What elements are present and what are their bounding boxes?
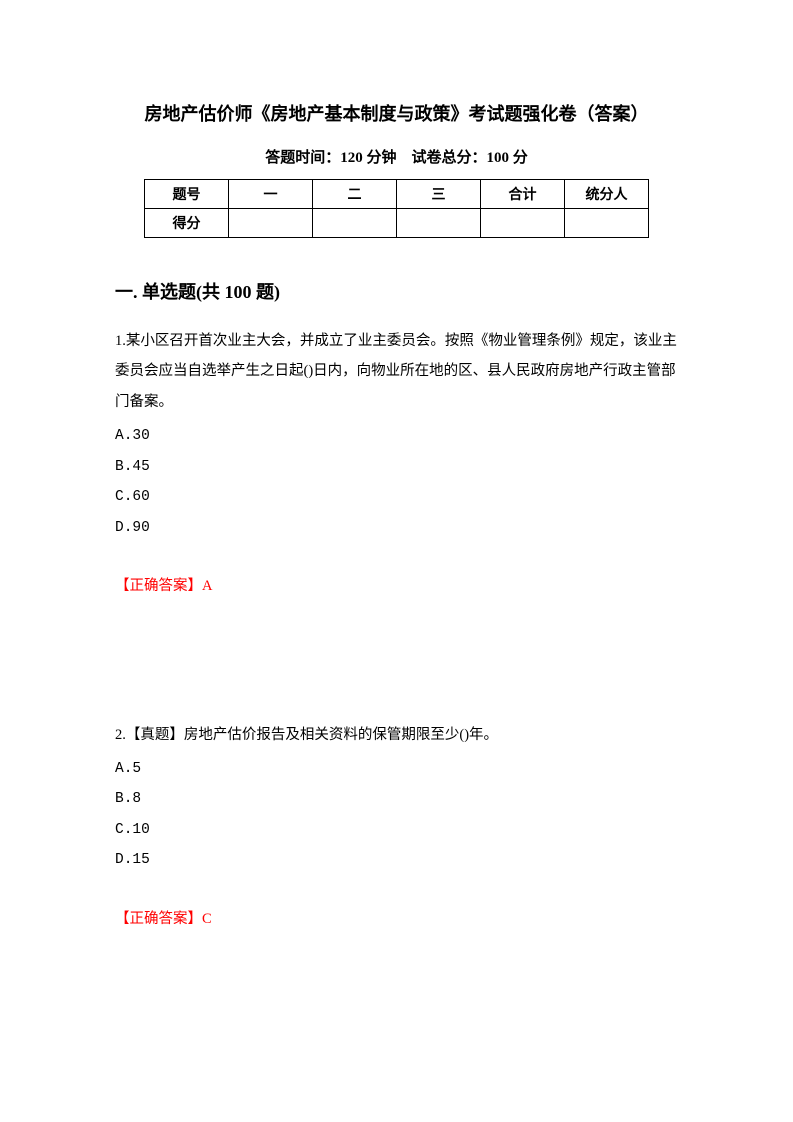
option-a: A.30	[115, 421, 678, 451]
option-d: D.15	[115, 845, 678, 875]
answer-text: 【正确答案】C	[115, 904, 678, 934]
option-b: B.45	[115, 452, 678, 482]
answer-text: 【正确答案】A	[115, 571, 678, 601]
option-c: C.60	[115, 482, 678, 512]
spacer	[115, 630, 678, 720]
option-a: A.5	[115, 754, 678, 784]
option-d: D.90	[115, 513, 678, 543]
td-col3	[397, 209, 481, 238]
th-total: 合计	[481, 180, 565, 209]
section-heading: 一. 单选题(共 100 题)	[115, 278, 678, 304]
question-text: 1.某小区召开首次业主大会，并成立了业主委员会。按照《物业管理条例》规定，该业主…	[115, 326, 678, 417]
th-col1: 一	[229, 180, 313, 209]
td-label: 得分	[145, 209, 229, 238]
td-col1	[229, 209, 313, 238]
td-total	[481, 209, 565, 238]
th-scorer: 统分人	[565, 180, 649, 209]
td-col2	[313, 209, 397, 238]
score-table: 题号 一 二 三 合计 统分人 得分	[144, 179, 649, 238]
td-scorer	[565, 209, 649, 238]
question-block: 1.某小区召开首次业主大会，并成立了业主委员会。按照《物业管理条例》规定，该业主…	[115, 326, 678, 602]
page-subtitle: 答题时间：120 分钟 试卷总分：100 分	[115, 146, 678, 167]
th-col3: 三	[397, 180, 481, 209]
question-block: 2.【真题】房地产估价报告及相关资料的保管期限至少()年。 A.5 B.8 C.…	[115, 720, 678, 935]
th-label: 题号	[145, 180, 229, 209]
th-col2: 二	[313, 180, 397, 209]
option-c: C.10	[115, 815, 678, 845]
question-text: 2.【真题】房地产估价报告及相关资料的保管期限至少()年。	[115, 720, 678, 750]
table-row: 得分	[145, 209, 649, 238]
option-b: B.8	[115, 784, 678, 814]
table-row: 题号 一 二 三 合计 统分人	[145, 180, 649, 209]
page-title: 房地产估价师《房地产基本制度与政策》考试题强化卷（答案）	[115, 100, 678, 126]
